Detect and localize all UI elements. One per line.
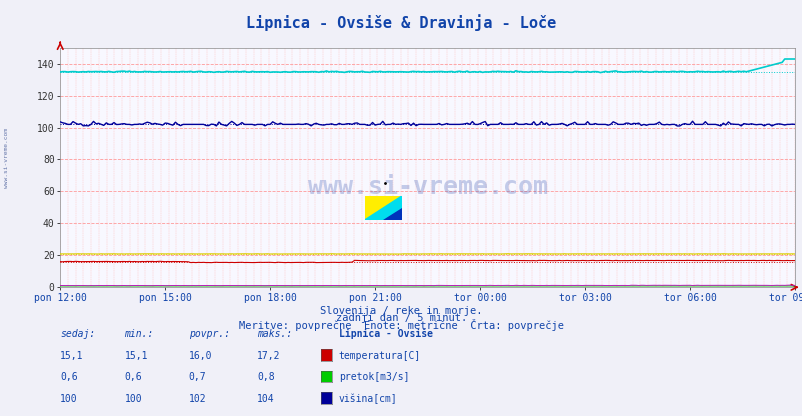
Text: 104: 104 — [257, 394, 274, 404]
Text: 0,7: 0,7 — [188, 372, 206, 382]
Text: Lipnica - Ovsiše & Dravinja - Loče: Lipnica - Ovsiše & Dravinja - Loče — [246, 15, 556, 31]
Text: 100: 100 — [60, 394, 78, 404]
Text: 16,0: 16,0 — [188, 351, 212, 361]
Polygon shape — [364, 196, 401, 220]
Text: 15,1: 15,1 — [124, 351, 148, 361]
Polygon shape — [383, 208, 401, 220]
Text: 102: 102 — [188, 394, 206, 404]
Text: 0,8: 0,8 — [257, 372, 274, 382]
Text: 17,2: 17,2 — [257, 351, 280, 361]
Text: maks.:: maks.: — [257, 329, 292, 339]
Text: min.:: min.: — [124, 329, 154, 339]
Text: pretok[m3/s]: pretok[m3/s] — [338, 372, 409, 382]
Text: www.si-vreme.com: www.si-vreme.com — [307, 175, 547, 198]
Text: Meritve: povprečne  Enote: metrične  Črta: povprečje: Meritve: povprečne Enote: metrične Črta:… — [239, 319, 563, 331]
Text: zadnji dan / 5 minut.: zadnji dan / 5 minut. — [335, 313, 467, 323]
Text: www.si-vreme.com: www.si-vreme.com — [4, 128, 9, 188]
Text: 0,6: 0,6 — [60, 372, 78, 382]
Text: temperatura[C]: temperatura[C] — [338, 351, 420, 361]
Text: Lipnica - Ovsiše: Lipnica - Ovsiše — [338, 329, 432, 339]
Text: 15,1: 15,1 — [60, 351, 83, 361]
Text: sedaj:: sedaj: — [60, 329, 95, 339]
Polygon shape — [364, 196, 401, 220]
Text: 100: 100 — [124, 394, 142, 404]
Text: višina[cm]: višina[cm] — [338, 394, 397, 404]
Text: povpr.:: povpr.: — [188, 329, 229, 339]
Text: 0,6: 0,6 — [124, 372, 142, 382]
Text: Slovenija / reke in morje.: Slovenija / reke in morje. — [320, 306, 482, 316]
